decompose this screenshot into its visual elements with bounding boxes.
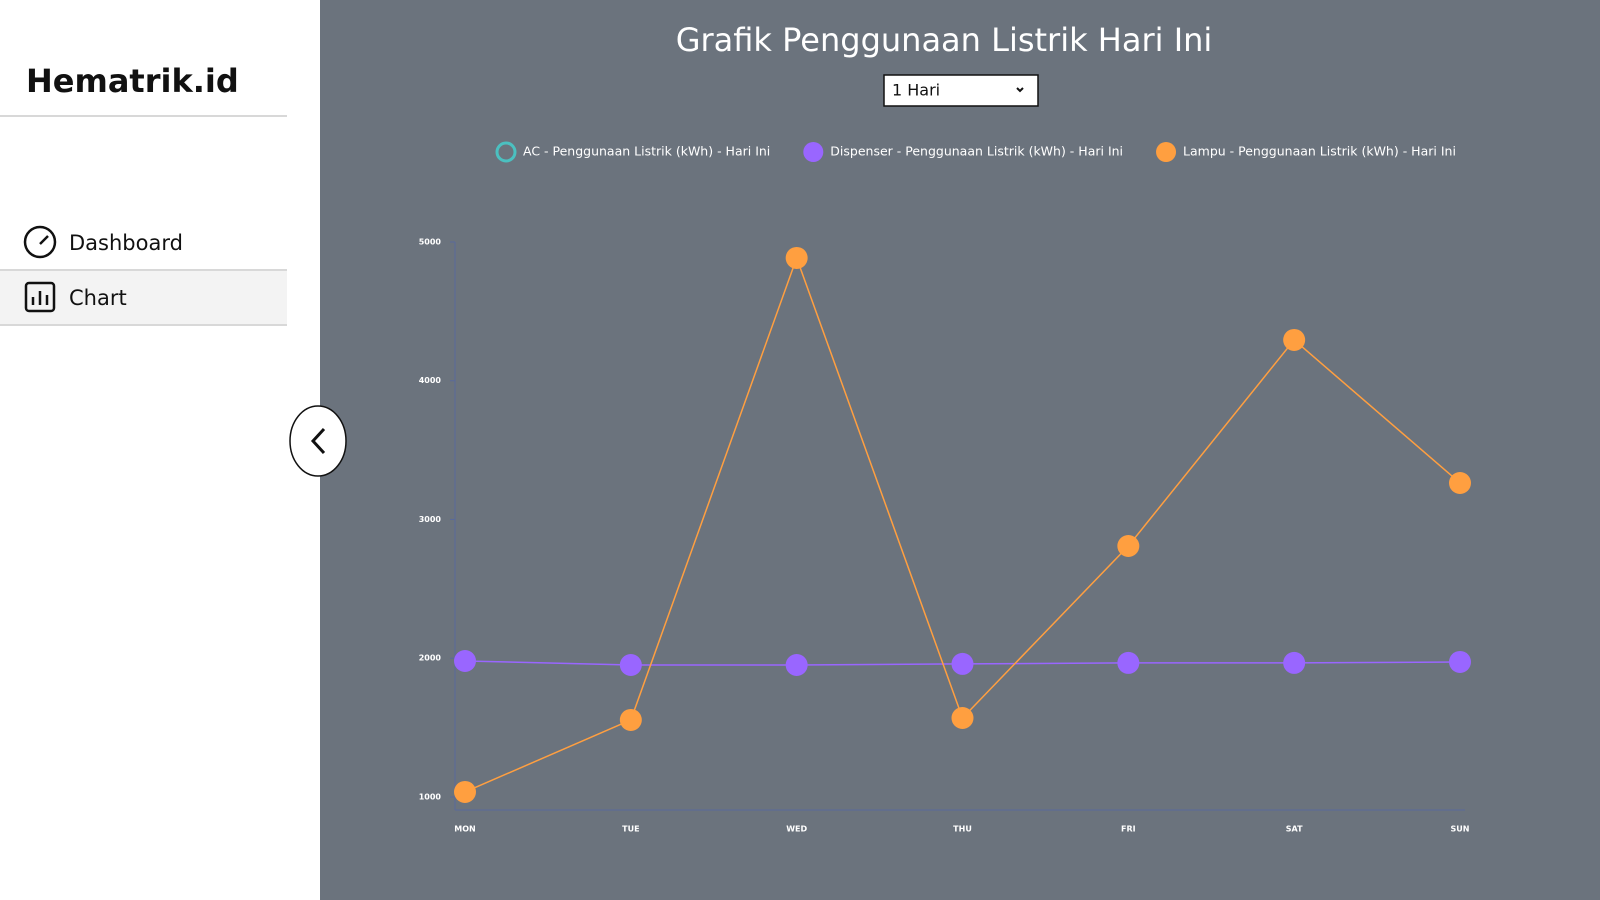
chart-icon <box>24 281 56 313</box>
legend-label: AC - Penggunaan Listrik (kWh) - Hari Ini <box>523 144 770 159</box>
data-point <box>1449 471 1471 494</box>
x-tick-label: FRI <box>1121 825 1136 834</box>
x-tick-label: THU <box>953 825 972 834</box>
toggle-sidebar[interactable] <box>289 405 347 477</box>
y-tick-label: 2000 <box>419 654 442 663</box>
data-point <box>1449 650 1471 673</box>
chart-icon-bars <box>31 291 49 305</box>
x-tick-label: SUN <box>1451 825 1470 834</box>
select-box <box>883 74 1039 107</box>
data-point <box>1117 534 1140 557</box>
y-tick-label: 4000 <box>419 376 442 385</box>
chevron-left <box>310 427 326 455</box>
data-point <box>1283 651 1306 674</box>
y-tick-label: 5000 <box>419 238 442 247</box>
data-point <box>951 707 974 730</box>
chart-title: Grafik Penggunaan Listrik Hari Ini <box>676 21 1213 59</box>
data-point <box>454 780 476 803</box>
range-select[interactable]: 1 Hari <box>883 74 1039 107</box>
legend-label: Lampu - Penggunaan Listrik (kWh) - Hari … <box>1183 144 1456 159</box>
nav-active-bg <box>0 271 287 324</box>
x-tick-label: TUE <box>622 825 639 834</box>
sidebar <box>0 0 320 900</box>
y-tick-label: 3000 <box>419 515 442 524</box>
data-point <box>619 708 642 731</box>
brand: Hematrik.id <box>26 62 239 100</box>
select-arrow <box>1016 87 1024 93</box>
dashboard-icon-needle <box>39 235 49 245</box>
x-tick-label: MON <box>454 825 475 834</box>
data-point <box>1283 328 1306 351</box>
legend-label: Dispenser - Penggunaan Listrik (kWh) - H… <box>830 144 1123 159</box>
nav-label: Chart <box>69 286 127 310</box>
data-point <box>951 652 974 675</box>
nav-chart[interactable]: Chart <box>0 271 287 324</box>
data-point <box>619 654 642 677</box>
legend-marker <box>495 141 517 163</box>
dashboard-icon <box>23 225 57 259</box>
nav-label: Dashboard <box>69 231 183 255</box>
x-tick-label: SAT <box>1286 825 1303 834</box>
data-point <box>1117 651 1140 674</box>
data-point <box>785 246 808 269</box>
legend-marker <box>803 142 824 162</box>
x-tick-label: WED <box>786 825 807 834</box>
main-panel <box>320 0 1600 900</box>
nav-dashboard[interactable]: Dashboard <box>23 225 183 259</box>
data-point <box>454 649 476 672</box>
toggle-button <box>289 405 347 477</box>
legend-marker <box>1156 142 1177 162</box>
data-point <box>785 654 808 677</box>
y-tick-label: 1000 <box>419 792 442 801</box>
select-value: 1 Hari <box>892 81 940 100</box>
